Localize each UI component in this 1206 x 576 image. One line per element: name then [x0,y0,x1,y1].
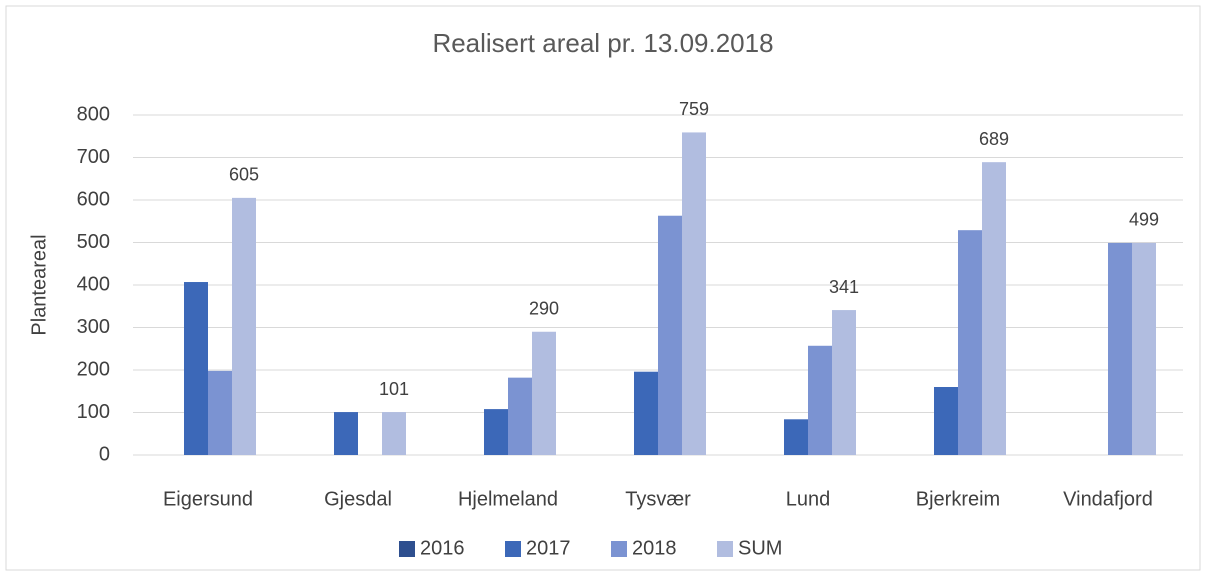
bar [934,387,958,455]
data-label: 499 [1129,210,1159,230]
legend-label: SUM [738,537,782,559]
legend-label: 2016 [420,537,465,559]
x-tick-label: Lund [786,488,831,510]
data-label: 341 [829,277,859,297]
y-tick-label: 500 [77,231,110,253]
bar [208,370,232,455]
y-tick-label: 300 [77,316,110,338]
bar [1108,242,1132,455]
x-tick-label: Vindafjord [1063,488,1153,510]
bar [508,377,532,455]
x-tick-label: Tysvær [625,488,691,510]
bar [808,345,832,455]
y-tick-label: 700 [77,146,110,168]
data-label: 290 [529,299,559,319]
x-tick-label: Bjerkreim [916,488,1000,510]
bar [982,162,1006,456]
legend-label: 2017 [526,537,571,559]
bar [382,412,406,455]
data-label: 689 [979,129,1009,149]
x-tick-label: Eigersund [163,488,253,510]
x-tick-label: Hjelmeland [458,488,558,510]
bar [658,215,682,455]
y-axis-label: Planteareal [28,234,50,335]
bar [784,419,808,455]
bar [184,282,208,455]
legend-swatch [611,541,627,557]
legend-swatch [717,541,733,557]
chart-title: Realisert areal pr. 13.09.2018 [432,28,773,58]
bar [1132,242,1156,455]
x-tick-label: Gjesdal [324,488,392,510]
y-tick-label: 0 [99,443,110,465]
data-label: 101 [379,379,409,399]
data-label: 759 [679,99,709,119]
bar [532,331,556,455]
bar [484,409,508,455]
legend-swatch [399,541,415,557]
bar [832,310,856,455]
y-tick-label: 600 [77,188,110,210]
data-label: 605 [229,165,259,185]
legend-label: 2018 [632,537,677,559]
bar [334,412,358,455]
bar [958,230,982,455]
y-tick-label: 100 [77,401,110,423]
y-tick-label: 400 [77,273,110,295]
bar [232,197,256,455]
bar [634,371,658,455]
y-tick-label: 800 [77,103,110,125]
y-tick-label: 200 [77,358,110,380]
bar [682,132,706,456]
legend-swatch [505,541,521,557]
